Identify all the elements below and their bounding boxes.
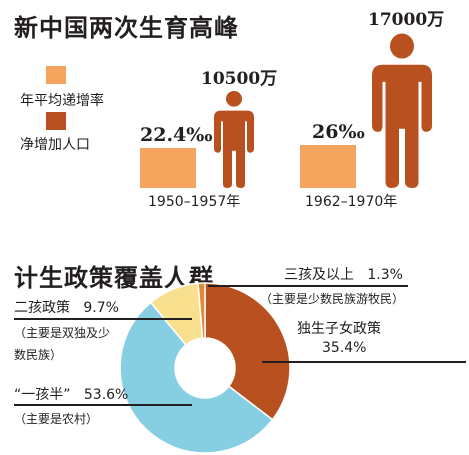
legend-swatch-rate — [46, 66, 66, 84]
slice-label-two-child: 二孩政策 9.7% — [14, 297, 119, 317]
slice-label-three-plus: 三孩及以上 1.3% — [284, 264, 403, 284]
leader-line-three-plus — [208, 285, 408, 287]
slice-value-three-plus: 1.3% — [367, 267, 403, 283]
slice-name-three-plus: 三孩及以上 — [284, 267, 354, 283]
slice-note-three-plus: （主要是少数民族游牧民） — [260, 292, 405, 306]
slice-value-two-child: 9.7% — [83, 300, 119, 316]
leader-line-one-and-half — [14, 404, 192, 406]
pie-slice-three-plus — [197, 282, 206, 339]
slice-name-two-child: 二孩政策 — [14, 300, 70, 316]
slice-value-single-child: 35.4% — [322, 340, 367, 356]
slice-note-one-and-half: （主要是农村） — [14, 412, 99, 426]
slice-name-single-child: 独生子女政策 — [297, 321, 381, 337]
legend-label-population: 净增加人口 — [20, 137, 90, 153]
category-label-1950-1957: 1950–1957年 — [148, 194, 241, 210]
person-icon — [369, 32, 435, 188]
category-label-1962-1970: 1962–1970年 — [305, 194, 398, 210]
slice-name-one-and-half: “一孩半” — [14, 387, 71, 403]
pie-slice-single-child — [204, 282, 291, 421]
bar-label-population-1950-1957: 10500万 — [201, 69, 278, 89]
bar-label-population-1962-1970: 17000万 — [368, 10, 445, 30]
leader-line-single-child — [262, 361, 466, 363]
bar-label-rate-1962-1970: 26‰ — [312, 121, 365, 143]
legend-swatch-population — [46, 112, 66, 130]
bar-label-rate-1950-1957: 22.4‰ — [140, 124, 213, 146]
slice-note-two-child-line1: （主要是双独及少 — [14, 326, 111, 340]
pie-slice-one-and-half — [119, 301, 274, 454]
bar-rate-1950-1957 — [140, 148, 196, 188]
chart-title-birth-peaks: 新中国两次生育高峰 — [14, 13, 239, 42]
leader-line-two-child — [14, 318, 192, 320]
slice-value-one-and-half: 53.6% — [83, 387, 129, 403]
slice-label-one-and-half: “一孩半” 53.6% — [14, 384, 128, 404]
slice-note-two-child-line2: 数民族） — [14, 348, 63, 362]
bar-rate-1962-1970 — [300, 145, 356, 188]
legend-label-rate: 年平均递增率 — [20, 93, 104, 109]
person-icon — [212, 90, 256, 188]
